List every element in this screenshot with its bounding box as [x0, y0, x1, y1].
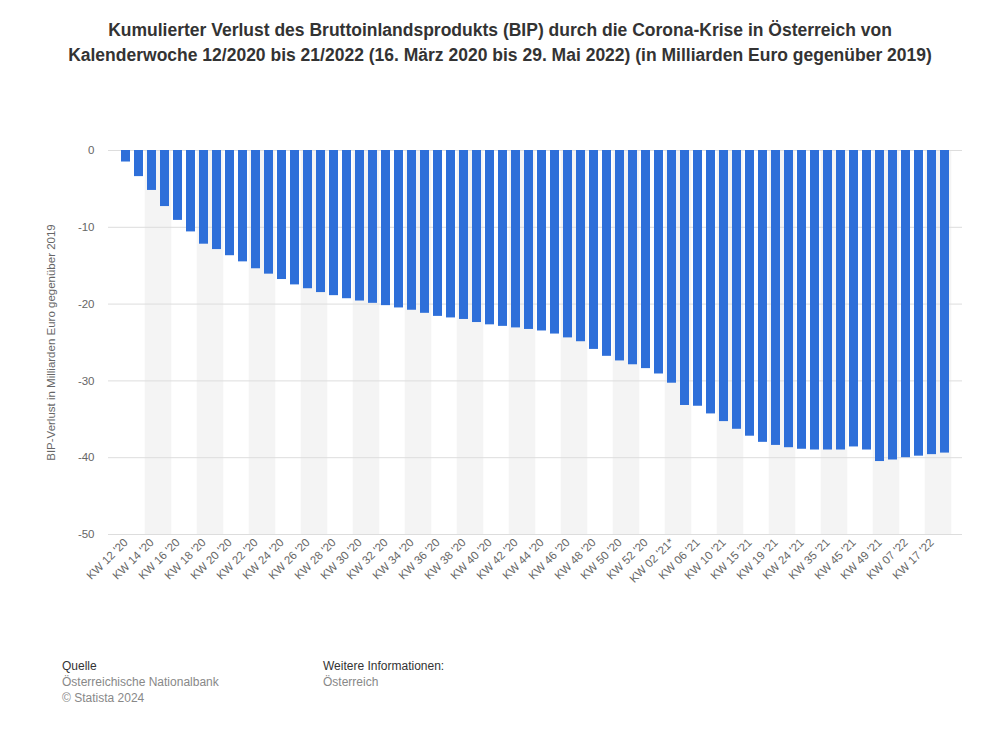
- svg-text:KW 42 '20: KW 42 '20: [474, 536, 520, 582]
- svg-text:KW 07 '22: KW 07 '22: [864, 536, 910, 582]
- svg-text:KW 22 '20: KW 22 '20: [214, 536, 260, 582]
- svg-text:KW 18 '20: KW 18 '20: [162, 536, 208, 582]
- svg-text:KW 26 '20: KW 26 '20: [266, 536, 312, 582]
- svg-text:KW 32 '20: KW 32 '20: [344, 536, 390, 582]
- svg-text:KW 34 '20: KW 34 '20: [370, 536, 416, 582]
- svg-text:-10: -10: [78, 221, 95, 233]
- svg-text:KW 48 '20: KW 48 '20: [552, 536, 598, 582]
- svg-text:KW 46 '20: KW 46 '20: [526, 536, 572, 582]
- svg-text:KW 24 '21: KW 24 '21: [760, 536, 806, 582]
- svg-text:KW 45 '21: KW 45 '21: [812, 536, 858, 582]
- svg-text:KW 24 '20: KW 24 '20: [240, 536, 286, 582]
- svg-text:0: 0: [88, 144, 94, 156]
- svg-text:-30: -30: [78, 375, 95, 387]
- svg-text:KW 49 '21: KW 49 '21: [838, 536, 884, 582]
- svg-text:KW 17 '22: KW 17 '22: [890, 536, 936, 582]
- html-text:Österreichische Nationalbank: Österreichische Nationalbank: [62, 675, 219, 689]
- svg-text:KW 30 '20: KW 30 '20: [318, 536, 364, 582]
- svg-text:-40: -40: [78, 451, 95, 463]
- svg-text:KW 06 '21: KW 06 '21: [656, 536, 702, 582]
- svg-text:BIP-Verlust in Milliarden Euro: BIP-Verlust in Milliarden Euro gegenüber…: [45, 224, 57, 461]
- svg-text:KW 15 '21: KW 15 '21: [708, 536, 754, 582]
- svg-text:KW 44 '20: KW 44 '20: [500, 536, 546, 582]
- svg-text:KW 38 '20: KW 38 '20: [422, 536, 468, 582]
- svg-text:KW 14 '20: KW 14 '20: [110, 536, 156, 582]
- svg-text:-50: -50: [78, 528, 95, 540]
- svg-text:KW 02 '21*: KW 02 '21*: [627, 536, 676, 585]
- svg-text:KW 40 '20: KW 40 '20: [448, 536, 494, 582]
- svg-text:-20: -20: [78, 298, 95, 310]
- svg-text:KW 52 '20: KW 52 '20: [604, 536, 650, 582]
- svg-text:KW 10 '21: KW 10 '21: [682, 536, 728, 582]
- html-text:© Statista 2024: © Statista 2024: [62, 691, 145, 705]
- html-text:Quelle: Quelle: [62, 659, 97, 673]
- svg-text:KW 12 '20: KW 12 '20: [84, 536, 130, 582]
- html-text:Österreich: Österreich: [323, 675, 379, 689]
- html-text:Weitere Informationen:: Weitere Informationen:: [323, 659, 445, 673]
- svg-text:KW 20 '20: KW 20 '20: [188, 536, 234, 582]
- svg-text:KW 50 '20: KW 50 '20: [578, 536, 624, 582]
- svg-text:KW 16 '20: KW 16 '20: [136, 536, 182, 582]
- svg-text:KW 35 '21: KW 35 '21: [786, 536, 832, 582]
- html-text:Kumulierter Verlust des Brutto: Kumulierter Verlust des Bruttoinlandspro…: [68, 20, 932, 65]
- svg-text:KW 28 '20: KW 28 '20: [292, 536, 338, 582]
- svg-text:KW 19 '21: KW 19 '21: [734, 536, 780, 582]
- svg-text:KW 36 '20: KW 36 '20: [396, 536, 442, 582]
